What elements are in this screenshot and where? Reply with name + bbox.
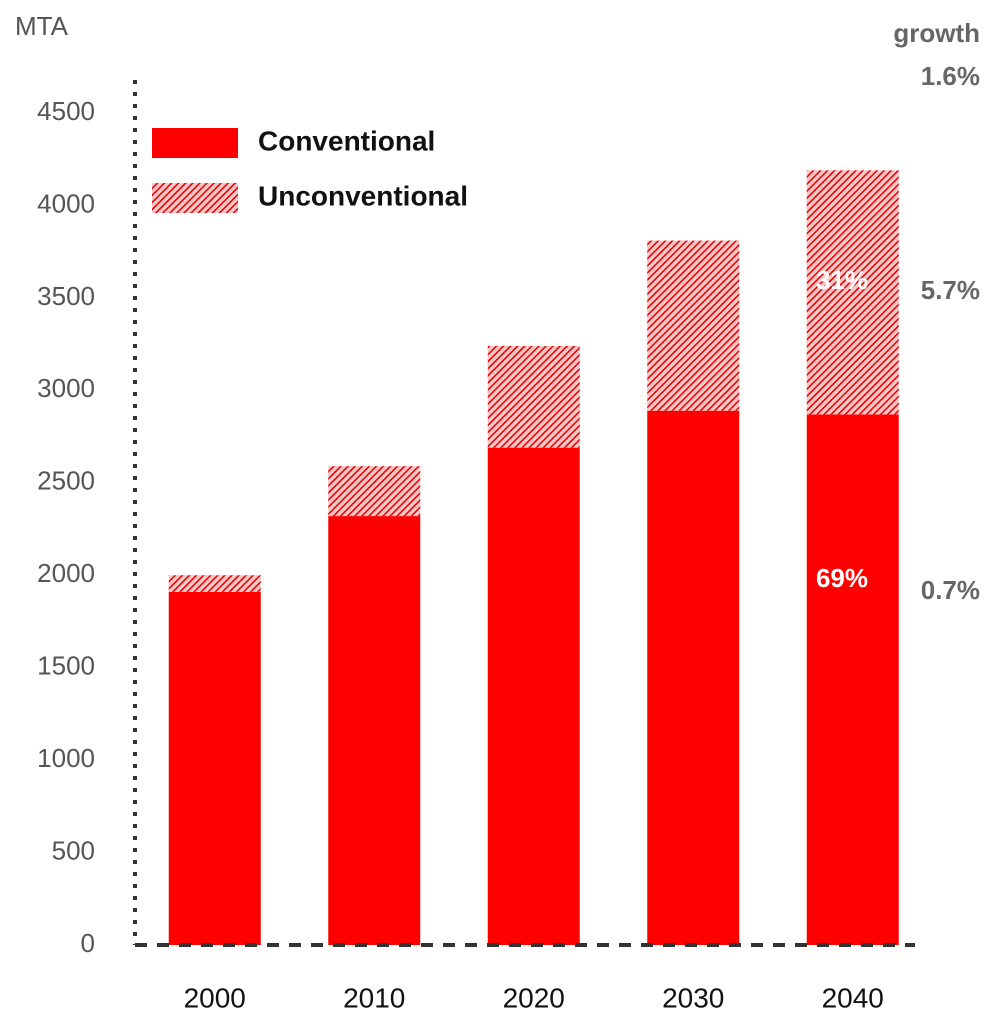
bar-segment bbox=[168, 591, 261, 945]
y-tick-label: 4500 bbox=[37, 96, 95, 126]
x-tick-label: 2010 bbox=[343, 982, 405, 1013]
annotation: 1.6% bbox=[921, 61, 980, 91]
bar-segment bbox=[168, 575, 261, 592]
x-tick-label: 2020 bbox=[503, 982, 565, 1013]
legend-swatch bbox=[152, 128, 238, 158]
legend-label: Conventional bbox=[258, 125, 435, 156]
bar-segment bbox=[487, 447, 580, 945]
y-tick-label: 500 bbox=[52, 835, 95, 865]
bar-segment bbox=[328, 466, 421, 517]
bar-segment bbox=[328, 516, 421, 945]
annotation: growth bbox=[893, 18, 980, 48]
y-tick-label: 2000 bbox=[37, 558, 95, 588]
x-tick-label: 2030 bbox=[662, 982, 724, 1013]
y-tick-label: 3500 bbox=[37, 281, 95, 311]
y-tick-label: 0 bbox=[81, 928, 95, 958]
legend-label: Unconventional bbox=[258, 180, 468, 211]
x-tick-label: 2040 bbox=[822, 982, 884, 1013]
annotation: 5.7% bbox=[921, 275, 980, 305]
bar-segment bbox=[647, 240, 740, 411]
y-tick-label: 1500 bbox=[37, 651, 95, 681]
y-tick-label: 1000 bbox=[37, 743, 95, 773]
annotation: 31% bbox=[816, 265, 868, 295]
bar-segment bbox=[647, 410, 740, 945]
y-axis-label: MTA bbox=[15, 11, 69, 41]
bar-segment bbox=[487, 345, 580, 448]
legend-swatch bbox=[152, 183, 238, 213]
annotation: 69% bbox=[816, 563, 868, 593]
y-tick-label: 4000 bbox=[37, 188, 95, 218]
y-tick-label: 2500 bbox=[37, 466, 95, 496]
annotation: 0.7% bbox=[921, 575, 980, 605]
bar-segment bbox=[806, 170, 899, 415]
x-tick-label: 2000 bbox=[184, 982, 246, 1013]
y-tick-label: 3000 bbox=[37, 373, 95, 403]
bar-segment bbox=[806, 414, 899, 945]
